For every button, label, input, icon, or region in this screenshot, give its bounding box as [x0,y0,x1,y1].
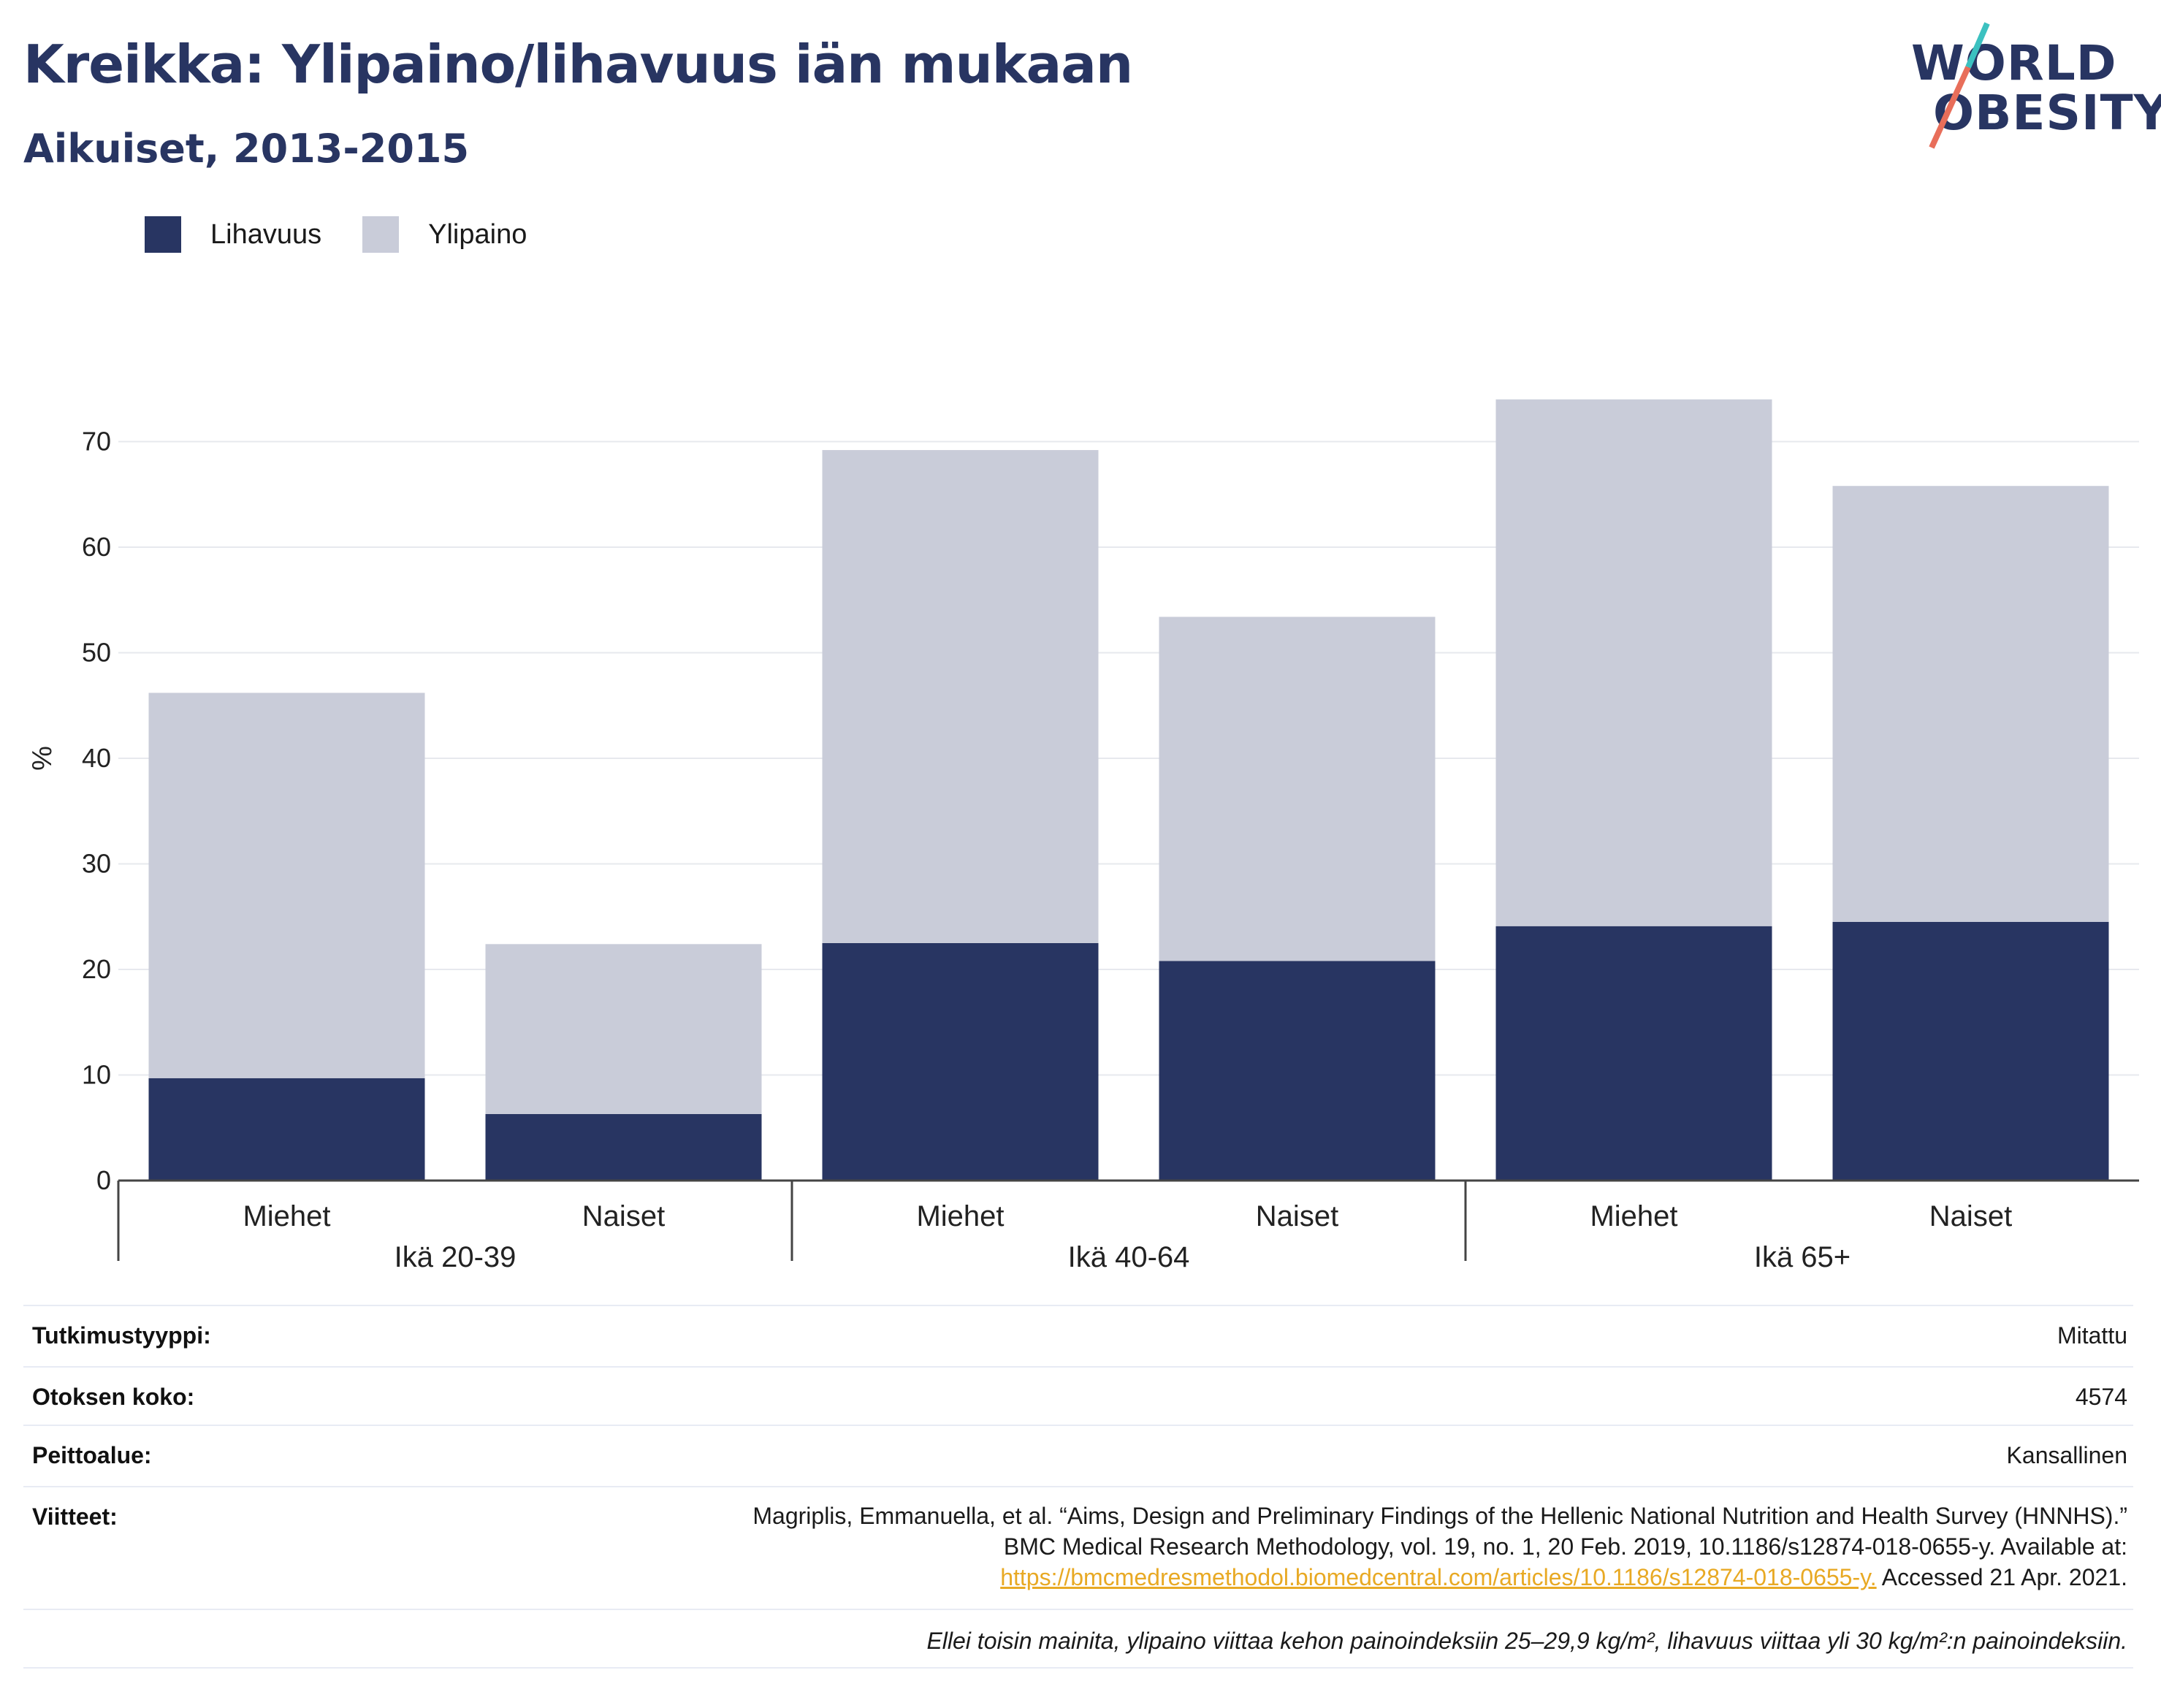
legend-swatch-lihavuus [145,216,181,253]
legend-item-lihavuus[interactable]: Lihavuus [145,216,321,253]
info-row-sample-size: Otoksen koko: 4574 [23,1366,2133,1425]
logo-line-2: OBESITY [1933,85,2161,141]
logo-line-1: WORLD [1911,35,2117,91]
group-label: Ikä 20-39 [395,1241,517,1271]
x-tick-label: Naiset [1929,1200,2012,1232]
y-tick-label: 40 [82,743,111,773]
info-table: Tutkimustyyppi: Mitattu Otoksen koko: 45… [23,1305,2133,1669]
bar-ylipaino [1495,399,1772,926]
bar-lihavuus [1832,921,2109,1181]
legend-label-ylipaino: Ylipaino [428,218,527,250]
x-tick-label: Miehet [916,1200,1004,1232]
group-label: Ikä 40-64 [1068,1241,1190,1271]
bar-ylipaino [1832,486,2109,922]
bar-lihavuus [148,1078,425,1181]
coverage-label: Peittoalue: [32,1442,152,1468]
y-tick-label: 50 [82,638,111,668]
chart-subtitle: Aikuiset, 2013-2015 [23,126,470,172]
y-tick-label: 70 [82,427,111,457]
y-tick-label: 0 [96,1165,111,1195]
study-type-value: Mitattu [2057,1322,2127,1349]
legend-label-lihavuus: Lihavuus [210,218,322,250]
y-tick-label: 60 [82,532,111,562]
bar-ylipaino [1159,617,1436,961]
reference-link[interactable]: https://bmcmedresmethodol.biomedcentral.… [1000,1564,1877,1590]
x-tick-label: Naiset [582,1200,665,1232]
legend-swatch-ylipaino [362,216,400,253]
references-label: Viitteet: [32,1503,118,1530]
bar-ylipaino [485,944,762,1114]
references-value: Magriplis, Emmanuella, et al. “Aims, Des… [752,1501,2133,1609]
reference-line-3: https://bmcmedresmethodol.biomedcentral.… [752,1562,2127,1593]
logo-slash-icon [1929,22,1990,149]
coverage-value: Kansallinen [2006,1442,2127,1468]
sample-size-value: 4574 [2075,1384,2127,1410]
y-axis-label: % [27,746,58,771]
info-row-study-type: Tutkimustyyppi: Mitattu [23,1305,2133,1366]
reference-line-1: Magriplis, Emmanuella, et al. “Aims, Des… [752,1503,2127,1529]
bar-lihavuus [485,1113,762,1181]
legend-item-ylipaino[interactable]: Ylipaino [362,216,527,253]
definition-note: Ellei toisin mainita, ylipaino viittaa k… [23,1609,2133,1669]
x-tick-label: Miehet [243,1200,330,1232]
bar-lihavuus [1159,961,1436,1181]
x-tick-label: Miehet [1590,1200,1677,1232]
y-tick-label: 20 [82,954,111,984]
y-tick-label: 10 [82,1060,111,1090]
reference-accessed: Accessed 21 Apr. 2021. [1876,1564,2127,1590]
legend: Lihavuus Ylipaino [145,216,568,253]
sample-size-label: Otoksen koko: [32,1384,195,1410]
bar-ylipaino [148,693,425,1078]
info-row-coverage: Peittoalue: Kansallinen [23,1425,2133,1486]
x-tick-label: Naiset [1256,1200,1338,1232]
y-tick-label: 30 [82,849,111,879]
study-type-label: Tutkimustyyppi: [32,1322,211,1349]
bar-ylipaino [822,450,1099,943]
reference-line-2: BMC Medical Research Methodology, vol. 1… [1003,1533,2127,1560]
info-row-references: Viitteet: Magriplis, Emmanuella, et al. … [23,1486,2133,1609]
chart-title: Kreikka: Ylipaino/lihavuus iän mukaan [23,34,1133,95]
bar-lihavuus [822,942,1099,1181]
group-label: Ikä 65+ [1754,1241,1851,1271]
bar-lihavuus [1495,926,1772,1181]
bar-chart: 0 10 20 30 40 50 60 70% Miehet Naiset Miehet Naiset… [27,399,2139,1271]
world-obesity-logo: WORLD OBESITY [1907,22,2161,153]
